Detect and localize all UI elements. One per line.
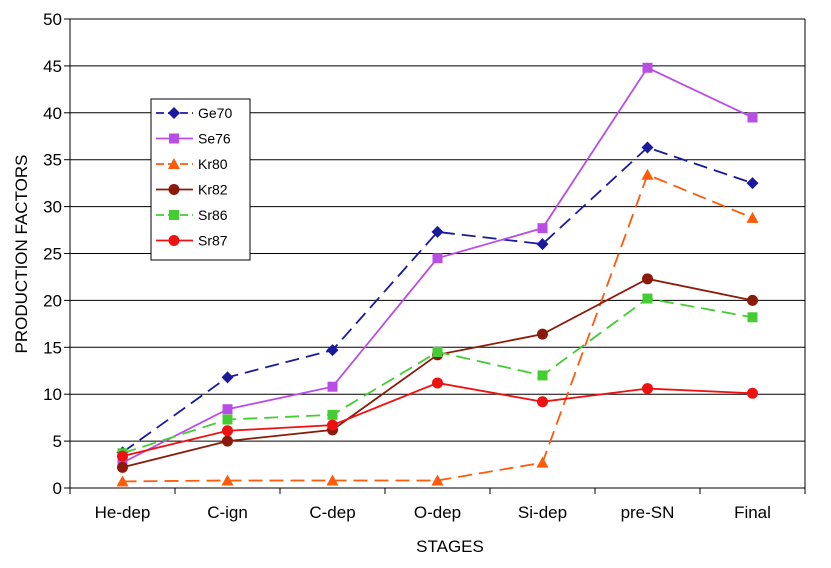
data-point-kr82 (747, 294, 758, 306)
x-tick-label: Si-dep (518, 503, 567, 522)
data-point-se76 (642, 62, 653, 73)
series-kr82 (117, 273, 758, 473)
legend-label-ge70: Ge70 (198, 105, 232, 121)
data-point-se76 (222, 404, 233, 415)
data-point-kr82 (642, 273, 653, 285)
data-point-se76 (747, 112, 758, 123)
y-tick-label: 10 (43, 385, 62, 404)
x-tick-label: O-dep (414, 503, 461, 522)
legend-label-se76: Se76 (198, 131, 231, 147)
data-point-sr86 (222, 414, 233, 425)
y-tick-label: 35 (43, 151, 62, 170)
data-point-se76 (432, 253, 443, 264)
legend-marker-se76 (169, 133, 179, 144)
data-point-sr86 (327, 409, 338, 420)
legend-label-kr80: Kr80 (198, 156, 228, 172)
x-tick-label: He-dep (95, 503, 151, 522)
legend-marker-kr82 (168, 184, 180, 195)
y-tick-label: 15 (43, 338, 62, 357)
data-point-sr87 (432, 377, 443, 389)
data-point-sr86 (432, 346, 443, 357)
y-tick-label: 40 (43, 104, 62, 123)
legend-marker-ge70 (168, 107, 180, 119)
legend-marker-kr80 (168, 158, 180, 169)
series-kr80 (116, 168, 759, 487)
data-series (116, 62, 759, 487)
legend-item-se76: Se76 (156, 131, 231, 147)
data-point-kr82 (117, 461, 128, 473)
y-tick-label: 0 (53, 479, 62, 498)
series-line-kr82 (122, 277, 753, 469)
x-tick-label: C-ign (207, 503, 248, 522)
data-point-sr86 (642, 293, 653, 304)
data-point-kr80 (746, 211, 759, 223)
data-point-ge70 (326, 344, 339, 357)
data-point-kr82 (222, 435, 233, 447)
data-point-ge70 (431, 225, 444, 238)
data-point-kr80 (641, 168, 654, 180)
data-point-kr80 (536, 456, 549, 468)
data-point-kr80 (431, 474, 444, 486)
data-point-kr80 (221, 474, 234, 486)
legend-item-kr82: Kr82 (156, 182, 228, 198)
data-point-ge70 (536, 238, 549, 251)
data-point-sr87 (117, 450, 128, 462)
y-tick-label: 5 (53, 432, 62, 451)
data-point-se76 (537, 223, 548, 234)
legend-marker-sr87 (168, 235, 180, 246)
data-point-se76 (327, 381, 338, 392)
y-tick-label: 20 (43, 291, 62, 310)
legend-label-sr87: Sr87 (198, 233, 228, 249)
legend-label-kr82: Kr82 (198, 182, 228, 198)
x-tick-label: pre-SN (621, 503, 675, 522)
series-line-sr86 (122, 297, 753, 455)
legend-item-ge70: Ge70 (156, 105, 232, 121)
x-axis-ticks: He-dep C-ign C-dep O-dep Si-dep pre-SN Final (69, 488, 806, 522)
legend: Ge70 Se76 Kr80 Kr82 Sr86 Sr87 (150, 98, 251, 261)
legend-label-sr86: Sr86 (198, 207, 228, 223)
x-tick-label: Final (734, 503, 771, 522)
x-axis-title: STAGES (416, 537, 484, 556)
x-tick-label: C-dep (309, 503, 355, 522)
data-point-sr87 (222, 425, 233, 437)
y-axis-ticks: 0 5 10 15 20 25 30 35 40 45 50 (43, 10, 70, 498)
data-point-kr80 (326, 474, 339, 486)
data-point-kr82 (537, 328, 548, 340)
data-point-ge70 (641, 141, 654, 154)
series-sr87 (117, 377, 758, 462)
data-point-ge70 (746, 177, 759, 190)
y-tick-label: 45 (43, 57, 62, 76)
y-tick-label: 25 (43, 245, 62, 264)
data-point-kr80 (116, 475, 129, 487)
y-tick-label: 50 (43, 10, 62, 29)
data-point-sr87 (642, 383, 653, 395)
legend-item-sr87: Sr87 (156, 233, 228, 249)
y-tick-label: 30 (43, 198, 62, 217)
data-point-sr87 (327, 419, 338, 431)
data-point-ge70 (221, 371, 234, 384)
y-axis-title: PRODUCTION FACTORS (12, 155, 31, 354)
legend-box (150, 98, 251, 261)
data-point-sr87 (537, 396, 548, 408)
data-point-sr87 (747, 387, 758, 399)
data-point-sr86 (537, 370, 548, 381)
legend-item-sr86: Sr86 (156, 207, 228, 223)
axes (69, 19, 806, 489)
legend-marker-sr86 (169, 210, 179, 220)
data-point-sr86 (747, 312, 758, 323)
legend-item-kr80: Kr80 (156, 156, 228, 172)
